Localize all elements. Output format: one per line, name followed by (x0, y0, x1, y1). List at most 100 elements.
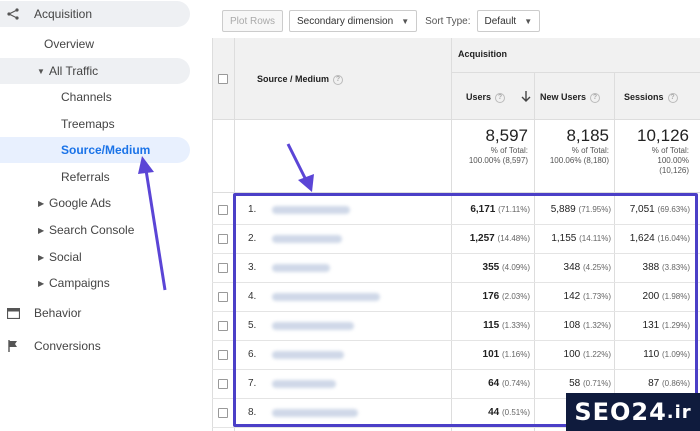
users-percent: (0.74%) (501, 379, 530, 388)
sessions-value: 1,624 (629, 233, 655, 244)
sessions-value: 87 (648, 378, 660, 389)
new-users-percent: (1.32%) (582, 321, 611, 330)
sessions-percent: (69.63%) (657, 205, 690, 214)
acquisition-group-header: Acquisition (458, 49, 507, 59)
new-users-cell: 108 (1.32%) (535, 320, 611, 331)
watermark-logo: SEO24 .ir (566, 393, 700, 431)
sidebar-item-label: All Traffic (49, 64, 99, 78)
sidebar-item-behavior[interactable]: Behavior (0, 300, 190, 326)
row-checkbox[interactable] (218, 379, 228, 389)
new-users-value: 1,155 (551, 233, 577, 244)
users-value: 44 (488, 407, 500, 418)
blurred-source-link[interactable] (272, 206, 350, 214)
row-checkbox[interactable] (218, 321, 228, 331)
caret-right-icon: ▶ (38, 252, 45, 262)
sidebar-item-channels[interactable]: Channels (0, 84, 190, 110)
users-total-detail: 100.00% (8,597) (468, 156, 528, 165)
header-divider (451, 72, 700, 73)
sidebar-item-campaigns[interactable]: ▶ Campaigns (0, 270, 190, 296)
users-column-header[interactable]: Users? (466, 92, 506, 103)
sidebar-item-overview[interactable]: Overview (0, 31, 190, 57)
row-checkbox[interactable] (218, 350, 228, 360)
blurred-source-link[interactable] (272, 293, 380, 301)
blurred-source-link[interactable] (272, 351, 344, 359)
sessions-column-header[interactable]: Sessions? (624, 92, 678, 103)
new-users-percent: (4.25%) (582, 263, 611, 272)
sessions-cell: 1,624 (16.04%) (615, 233, 690, 244)
row-checkbox[interactable] (218, 292, 228, 302)
blurred-source-link[interactable] (272, 409, 358, 417)
blurred-source-link[interactable] (272, 235, 342, 243)
new-users-total-value: 8,185 (566, 126, 609, 145)
row-checkbox[interactable] (218, 408, 228, 418)
totals-divider (212, 192, 700, 193)
users-value: 101 (482, 349, 500, 360)
row-divider (212, 224, 700, 225)
toolbar: Plot Rows Secondary dimension ▼ Sort Typ… (222, 8, 541, 34)
users-value: 176 (482, 291, 500, 302)
plot-rows-button[interactable]: Plot Rows (222, 10, 284, 32)
sessions-percent: (1.09%) (661, 350, 690, 359)
sidebar-item-google-ads[interactable]: ▶ Google Ads (0, 190, 190, 216)
secondary-dimension-dropdown[interactable]: Secondary dimension ▼ (289, 10, 418, 32)
blurred-source-link[interactable] (272, 322, 354, 330)
new-users-column-header[interactable]: New Users? (540, 92, 601, 103)
new-users-total-label: % of Total: (571, 146, 609, 155)
help-icon[interactable]: ? (495, 92, 506, 103)
help-icon[interactable]: ? (333, 74, 344, 85)
dimension-header-label: Source / Medium (257, 74, 330, 84)
sidebar-item-label: Referrals (61, 170, 110, 184)
users-cell: 101 (1.16%) (452, 349, 530, 360)
sidebar-item-referrals[interactable]: Referrals (0, 164, 190, 190)
sidebar-item-treemaps[interactable]: Treemaps (0, 111, 190, 137)
behavior-icon (6, 306, 20, 320)
flag-icon (6, 339, 20, 353)
sessions-total-detail: 100.00% (657, 156, 689, 165)
new-users-percent: (71.95%) (578, 205, 611, 214)
select-all-checkbox[interactable] (218, 74, 228, 84)
new-users-cell: 5,889 (71.95%) (535, 204, 611, 215)
blurred-source-link[interactable] (272, 264, 330, 272)
sort-type-label: Sort Type: (425, 15, 471, 27)
blurred-source-link[interactable] (272, 380, 336, 388)
new-users-cell: 58 (0.71%) (535, 378, 611, 389)
row-checkbox[interactable] (218, 205, 228, 215)
sidebar-item-label: Conversions (34, 339, 101, 353)
users-percent: (1.33%) (501, 321, 530, 330)
sidebar-item-conversions[interactable]: Conversions (0, 333, 190, 359)
caret-right-icon: ▶ (38, 198, 45, 208)
row-divider (212, 282, 700, 283)
dimension-header[interactable]: Source / Medium? (257, 74, 344, 85)
dropdown-arrow-icon: ▼ (524, 16, 533, 26)
new-users-value: 348 (563, 262, 581, 273)
sessions-cell: 7,051 (69.63%) (615, 204, 690, 215)
row-checkbox[interactable] (218, 263, 228, 273)
users-cell: 64 (0.74%) (452, 378, 530, 389)
users-cell: 1,257 (14.48%) (452, 233, 530, 244)
new-users-cell: 348 (4.25%) (535, 262, 611, 273)
sidebar-item-label: Campaigns (49, 276, 110, 290)
sidebar-item-acquisition[interactable]: Acquisition (0, 1, 190, 27)
users-value: 1,257 (469, 233, 495, 244)
users-percent: (1.16%) (501, 350, 530, 359)
sidebar-item-all-traffic[interactable]: ▼ All Traffic (0, 58, 190, 84)
sidebar-item-social[interactable]: ▶ Social (0, 244, 190, 270)
users-percent: (71.11%) (498, 205, 530, 214)
sort-type-dropdown[interactable]: Default ▼ (476, 10, 541, 32)
sidebar-item-label: Search Console (49, 223, 135, 237)
sort-descending-icon[interactable] (521, 90, 531, 103)
row-number: 5. (248, 320, 257, 331)
sessions-cell: 388 (3.83%) (615, 262, 690, 273)
users-cell: 6,171 (71.11%) (452, 204, 530, 215)
help-icon[interactable]: ? (667, 92, 678, 103)
sessions-value: 131 (642, 320, 660, 331)
sidebar-item-source-medium[interactable]: Source/Medium (0, 137, 190, 163)
watermark-suffix: .ir (666, 401, 692, 423)
sidebar-item-search-console[interactable]: ▶ Search Console (0, 217, 190, 243)
new-users-percent: (0.71%) (582, 379, 611, 388)
help-icon[interactable]: ? (590, 92, 601, 103)
annotation-arrow-sidebar (138, 156, 167, 291)
row-divider (212, 369, 700, 370)
row-divider (212, 253, 700, 254)
row-checkbox[interactable] (218, 234, 228, 244)
